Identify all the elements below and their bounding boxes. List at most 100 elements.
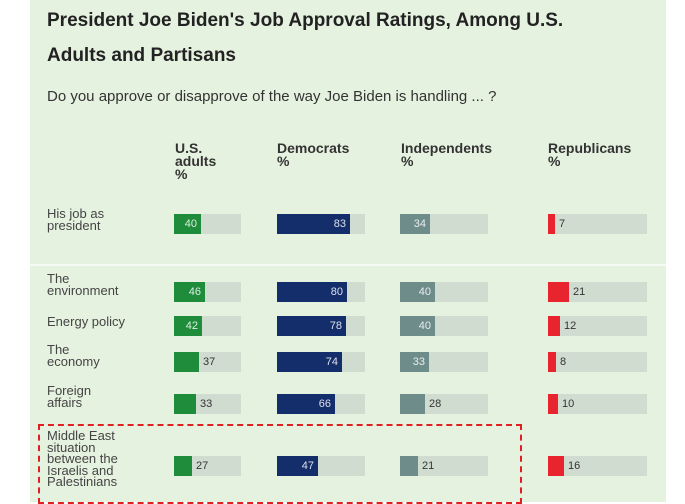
bar-value-label: 66 xyxy=(318,398,331,410)
bar-track-independents: 40 xyxy=(400,282,488,302)
bar-value-label: 34 xyxy=(413,218,426,230)
bar-value-label: 33 xyxy=(412,356,425,368)
column-header-line: Independents xyxy=(401,140,493,156)
column-header-line: Republicans xyxy=(548,140,632,156)
row-label-line: president xyxy=(47,217,101,233)
bar-track-democrats: 66 xyxy=(277,394,365,414)
bar-value-label: 21 xyxy=(422,460,435,472)
row-label-line: Foreign xyxy=(47,383,92,398)
bar-value-label: 28 xyxy=(429,398,442,410)
bar-track-independents: 33 xyxy=(400,352,488,372)
bar-track-independents: 28 xyxy=(400,394,488,414)
bar-value-label: 83 xyxy=(333,218,346,230)
bar-republicans xyxy=(548,352,556,372)
bar-track-democrats: 83 xyxy=(277,214,365,234)
row-label-line: The xyxy=(47,342,70,357)
bar-track-republicans: 10 xyxy=(548,394,647,414)
row-label-line: Middle East xyxy=(47,428,115,443)
group-separator xyxy=(30,264,666,266)
row-label: Energy policy xyxy=(47,314,159,329)
column-header-independents: Independents% xyxy=(401,140,541,169)
bar-democrats xyxy=(277,456,318,476)
bar-value-label: 7 xyxy=(559,218,566,230)
bar-republicans xyxy=(548,214,555,234)
bar-value-label: 42 xyxy=(185,320,198,332)
bar-track-us-adults: 40 xyxy=(174,214,241,234)
column-header-line: % xyxy=(277,153,290,169)
bar-track-democrats: 78 xyxy=(277,316,365,336)
bar-independents xyxy=(400,316,435,336)
bar-value-label: 12 xyxy=(564,320,577,332)
bar-track-republicans: 7 xyxy=(548,214,647,234)
bar-value-label: 33 xyxy=(200,398,213,410)
bar-value-label: 37 xyxy=(203,356,216,368)
bar-value-label: 27 xyxy=(196,460,209,472)
bar-independents xyxy=(400,352,429,372)
bar-democrats xyxy=(277,214,350,234)
column-header-line: adults xyxy=(175,153,217,169)
bar-republicans xyxy=(548,282,569,302)
bar-track-republicans: 16 xyxy=(548,456,647,476)
bar-value-label: 40 xyxy=(184,218,197,230)
bar-track-republicans: 8 xyxy=(548,352,647,372)
bar-republicans xyxy=(548,316,560,336)
bar-track-republicans: 21 xyxy=(548,282,647,302)
bar-track-us-adults: 46 xyxy=(174,282,241,302)
row-label: Foreign affairs xyxy=(47,383,159,410)
bar-republicans xyxy=(548,456,564,476)
row-label-line: Israelis and xyxy=(47,462,114,478)
column-header-line: Democrats xyxy=(277,140,350,156)
bar-us-adults xyxy=(174,394,196,414)
bar-track-independents: 21 xyxy=(400,456,488,476)
column-header-line: U.S. xyxy=(175,140,203,156)
bar-value-label: 16 xyxy=(568,460,581,472)
bar-republicans xyxy=(548,394,558,414)
bar-track-us-adults: 37 xyxy=(174,352,241,372)
bar-track-us-adults: 27 xyxy=(174,456,241,476)
chart-subtitle: Do you approve or disapprove of the way … xyxy=(47,88,497,105)
column-header-line: % xyxy=(548,153,561,169)
bar-us-adults xyxy=(174,456,192,476)
row-label-line: between the xyxy=(47,451,118,466)
bar-value-label: 80 xyxy=(330,286,343,298)
bar-track-democrats: 80 xyxy=(277,282,365,302)
bar-track-independents: 40 xyxy=(400,316,488,336)
column-header-republicans: Republicans% xyxy=(548,140,685,169)
bar-independents xyxy=(400,282,435,302)
bar-independents xyxy=(400,456,418,476)
bar-track-independents: 34 xyxy=(400,214,488,234)
bar-democrats xyxy=(277,394,335,414)
chart-title-line1: President Joe Biden's Job Approval Ratin… xyxy=(47,10,564,31)
bar-democrats xyxy=(277,282,347,302)
bar-track-democrats: 74 xyxy=(277,352,365,372)
bar-value-label: 10 xyxy=(562,398,575,410)
bar-value-label: 46 xyxy=(188,286,201,298)
bar-us-adults xyxy=(174,316,202,336)
bar-independents xyxy=(400,394,425,414)
column-header-line: % xyxy=(175,166,188,182)
bar-independents xyxy=(400,214,430,234)
bar-value-label: 40 xyxy=(418,286,431,298)
row-label: Middle East situation between the Israelis … xyxy=(47,428,159,487)
bar-us-adults xyxy=(174,282,205,302)
bar-value-label: 21 xyxy=(573,286,586,298)
bar-track-us-adults: 42 xyxy=(174,316,241,336)
bar-value-label: 8 xyxy=(560,356,567,368)
row-label: His job as president xyxy=(47,206,159,233)
row-label-line: affairs xyxy=(47,394,83,410)
bar-track-us-adults: 33 xyxy=(174,394,241,414)
row-label-line: His job as xyxy=(47,206,105,221)
bar-democrats xyxy=(277,316,346,336)
row-label-line: Energy policy xyxy=(47,314,126,329)
bar-value-label: 78 xyxy=(329,320,342,332)
bar-track-democrats: 47 xyxy=(277,456,365,476)
column-header-us-adults: U.S. adults% xyxy=(175,140,315,182)
row-label: The environment xyxy=(47,272,159,296)
bar-value-label: 47 xyxy=(301,460,314,472)
row-label: The economy xyxy=(47,342,159,367)
bar-track-republicans: 12 xyxy=(548,316,647,336)
chart-title-line2: Adults and Partisans xyxy=(47,45,236,66)
column-header-line: % xyxy=(401,153,414,169)
bar-value-label: 74 xyxy=(325,356,338,368)
bar-us-adults xyxy=(174,352,199,372)
